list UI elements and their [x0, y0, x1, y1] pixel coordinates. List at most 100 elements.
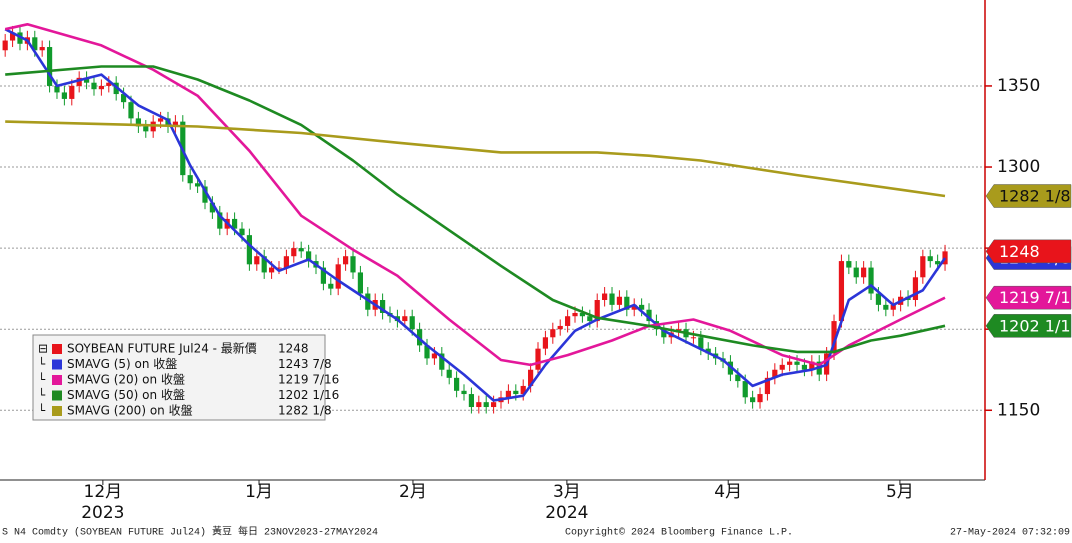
legend-swatch: [52, 375, 62, 385]
candle-body: [868, 267, 874, 294]
candle-body: [276, 267, 282, 269]
legend-branch: └: [38, 387, 46, 402]
x-tick-label: 4月: [714, 482, 742, 502]
footer-center: Copyright© 2024 Bloomberg Finance L.P.: [565, 527, 793, 539]
y-tick-label: 1300: [997, 157, 1040, 177]
legend-box: [32, 334, 326, 421]
candle-body: [838, 261, 845, 322]
candle-body: [809, 361, 815, 370]
candle-body: [343, 256, 349, 265]
candle-body: [750, 397, 756, 403]
candle-body: [268, 267, 275, 273]
legend-label: SMAVG (5) on 收盤: [67, 357, 177, 371]
candle-body: [135, 118, 141, 127]
price-tag: [985, 239, 1072, 264]
price-tag-label: 1248: [999, 242, 1040, 261]
candle-body: [609, 293, 615, 305]
ma-line: [4, 28, 947, 402]
year-label: 2024: [545, 503, 588, 523]
candle-body: [32, 37, 38, 51]
candle-body: [513, 390, 519, 395]
ma-line: [5, 65, 946, 354]
candle-body: [246, 235, 252, 265]
candle-body: [757, 394, 763, 403]
candle-body: [557, 325, 563, 330]
ma-line: [5, 120, 946, 198]
candle-body: [283, 256, 289, 268]
candle-body: [409, 316, 415, 330]
footer-left: S N4 Comdty (SOYBEAN FUTURE Jul24) 黃豆 每日…: [2, 525, 378, 539]
candle-body: [594, 300, 600, 322]
candle-body: [831, 321, 837, 354]
candle-body: [520, 385, 526, 395]
candle-body: [454, 377, 460, 391]
candle-body: [631, 304, 637, 310]
candle-body: [528, 369, 534, 386]
candle-body: [402, 316, 408, 322]
x-tick-label: 12月: [84, 482, 123, 502]
candle-body: [202, 186, 208, 203]
candle-body: [787, 361, 793, 365]
price-tag: [985, 184, 1072, 208]
candle-body: [305, 251, 312, 262]
candle-body: [779, 364, 785, 370]
price-tag: [985, 314, 1072, 338]
candle-body: [942, 251, 948, 265]
candle-body: [690, 337, 697, 339]
candle-body: [106, 82, 112, 86]
candle-body: [54, 85, 60, 93]
candle-body: [194, 183, 201, 187]
candle-body: [157, 118, 164, 122]
candle-body: [624, 296, 630, 310]
candle-body: [98, 85, 104, 90]
legend-value: 1248: [278, 342, 309, 356]
candle-body: [365, 293, 371, 310]
price-tag: [985, 285, 1072, 310]
legend-branch: └: [38, 356, 46, 371]
candle-body: [661, 329, 667, 338]
candle-body: [172, 121, 178, 127]
candle-body: [291, 248, 297, 257]
candle-body: [912, 277, 919, 300]
candle-body: [742, 381, 748, 398]
legend-swatch: [52, 390, 62, 401]
candle-body: [890, 304, 896, 310]
legend-value: 1219 7/16: [278, 373, 339, 387]
candle-body: [579, 312, 586, 317]
grid: [0, 85, 985, 411]
candle-body: [861, 267, 867, 278]
candle-body: [801, 364, 808, 370]
candle-body: [239, 228, 245, 236]
legend-swatch: [52, 359, 62, 370]
candle-body: [735, 374, 741, 382]
candle-body: [491, 402, 497, 408]
candle-body: [927, 256, 933, 262]
candle-body: [875, 293, 882, 305]
x-tick-label: 5月: [886, 482, 914, 502]
legend-value: 1282 1/8: [278, 404, 332, 418]
candle-body: [254, 256, 260, 265]
candle-body: [69, 85, 75, 99]
candle-body: [853, 267, 859, 278]
x-tick-label: 3月: [553, 482, 581, 502]
candle-body: [846, 261, 852, 268]
candle-body: [550, 329, 556, 338]
candle-body: [61, 92, 67, 99]
candle-body: [439, 353, 445, 370]
candle-body: [565, 316, 571, 326]
candle-body: [602, 293, 608, 300]
legend-label: SMAVG (20) on 收盤: [67, 373, 185, 387]
candle-body: [9, 32, 16, 41]
candle-body: [46, 47, 53, 86]
candle-body: [587, 316, 593, 322]
candle-body: [128, 102, 134, 119]
candle-body: [261, 256, 267, 273]
candle-body: [83, 77, 90, 83]
candle-body: [431, 353, 438, 359]
candle-body: [209, 202, 215, 213]
candle-body: [424, 345, 430, 359]
x-tick-label: 2月: [399, 482, 427, 502]
